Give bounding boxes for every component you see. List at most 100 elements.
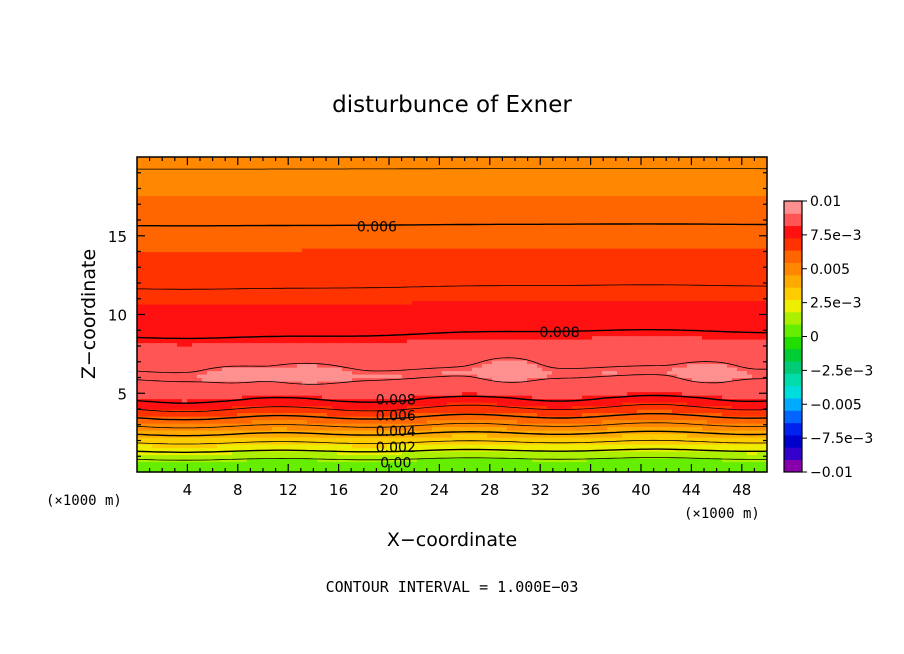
field-cell [592, 454, 598, 459]
field-cell [657, 367, 663, 372]
field-cell [402, 342, 408, 347]
field-cell [247, 346, 253, 351]
field-cell [327, 451, 333, 456]
field-cell [532, 402, 538, 407]
field-cell [262, 433, 268, 438]
field-cell [682, 335, 688, 340]
field-cell [157, 342, 163, 347]
field-cell [202, 342, 208, 347]
field-cell [632, 377, 638, 382]
field-cell [292, 353, 298, 358]
field-cell [137, 444, 143, 449]
field-cell [332, 465, 338, 470]
field-cell [497, 388, 503, 393]
field-cell [702, 447, 708, 452]
field-cell [247, 395, 253, 400]
field-cell [642, 353, 648, 358]
field-cell [702, 342, 708, 347]
field-cell [137, 332, 143, 337]
field-cell [327, 454, 333, 459]
field-cell [472, 468, 478, 473]
field-cell [497, 458, 503, 463]
field-cell [267, 444, 273, 449]
field-cell [707, 444, 713, 449]
field-cell [312, 402, 318, 407]
field-cell [402, 423, 408, 428]
field-cell [237, 458, 243, 463]
field-cell [347, 388, 353, 393]
field-cell [492, 426, 498, 431]
field-cell [307, 454, 313, 459]
field-cell [682, 451, 688, 456]
field-cell [232, 419, 238, 424]
field-cell [407, 363, 413, 368]
field-cell [487, 374, 493, 379]
field-cell [247, 430, 253, 435]
field-cell [552, 381, 558, 386]
field-cell [467, 363, 473, 368]
field-cell [612, 451, 618, 456]
field-cell [427, 395, 433, 400]
field-cell [732, 465, 738, 470]
field-cell [517, 346, 523, 351]
field-cell [442, 458, 448, 463]
field-cell [362, 468, 368, 473]
field-cell [377, 454, 383, 459]
field-cell [642, 367, 648, 372]
field-cell [412, 412, 418, 417]
field-cell [592, 339, 598, 344]
field-cell [487, 367, 493, 372]
field-cell [737, 426, 743, 431]
field-cell [152, 395, 158, 400]
field-cell [192, 454, 198, 459]
field-cell [487, 370, 493, 375]
field-cell [527, 468, 533, 473]
field-cell [282, 339, 288, 344]
field-cell [162, 395, 168, 400]
field-cell [692, 440, 698, 445]
field-cell [687, 419, 693, 424]
field-cell [277, 454, 283, 459]
field-cell [177, 468, 183, 473]
field-cell [577, 430, 583, 435]
field-cell [612, 384, 618, 389]
field-cell [332, 353, 338, 358]
field-cell [557, 349, 563, 354]
field-cell [647, 353, 653, 358]
field-cell [262, 349, 268, 354]
field-cell [747, 381, 753, 386]
field-cell [197, 370, 203, 375]
field-cell [157, 465, 163, 470]
field-cell [722, 381, 728, 386]
field-cell [647, 342, 653, 347]
field-cell [577, 346, 583, 351]
field-cell [577, 388, 583, 393]
field-cell [387, 346, 393, 351]
field-cell [517, 353, 523, 358]
field-cell [322, 419, 328, 424]
field-cell [532, 374, 538, 379]
field-cell [277, 398, 283, 403]
field-cell [692, 398, 698, 403]
field-cell [537, 374, 543, 379]
field-cell [562, 360, 568, 365]
field-cell [212, 468, 218, 473]
field-cell [722, 339, 728, 344]
field-cell [297, 335, 303, 340]
field-cell [442, 416, 448, 421]
field-cell [197, 388, 203, 393]
field-cell [342, 342, 348, 347]
field-cell [142, 346, 148, 351]
field-cell [662, 465, 668, 470]
field-cell [332, 346, 338, 351]
field-cell [402, 458, 408, 463]
field-cell [427, 409, 433, 414]
field-cell [662, 339, 668, 344]
field-cell [762, 412, 768, 417]
field-cell [327, 426, 333, 431]
field-cell [397, 409, 403, 414]
field-cell [732, 339, 738, 344]
field-cell [472, 398, 478, 403]
field-cell [477, 433, 483, 438]
field-cell [372, 356, 378, 361]
